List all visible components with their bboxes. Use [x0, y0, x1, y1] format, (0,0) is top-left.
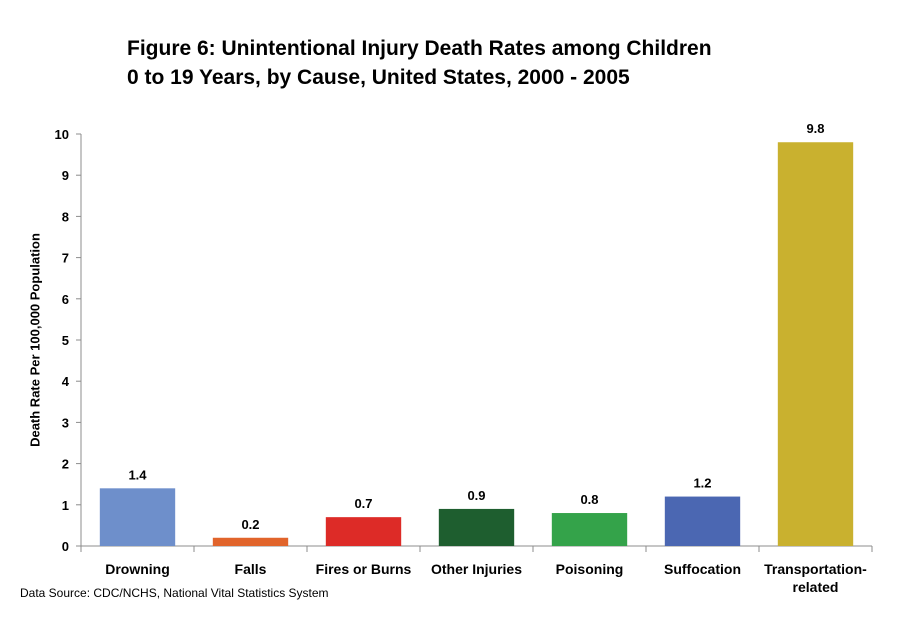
data-label: 1.4 [128, 467, 147, 482]
category-label: Transportation-related [764, 561, 867, 595]
category-label-line: related [793, 579, 839, 595]
category-label: Suffocation [664, 561, 741, 577]
data-source-note: Data Source: CDC/NCHS, National Vital St… [20, 586, 329, 600]
bar-1 [212, 537, 289, 546]
category-label-line: Transportation- [764, 561, 867, 577]
bar-5 [664, 496, 741, 546]
y-tick-label: 7 [62, 251, 69, 266]
category-label: Poisoning [556, 561, 624, 577]
y-tick-label: 9 [62, 168, 69, 183]
bar-0 [99, 488, 176, 546]
y-tick-label: 4 [62, 374, 70, 389]
data-label: 0.8 [580, 492, 598, 507]
category-label-line: Drowning [105, 561, 170, 577]
category-label-line: Poisoning [556, 561, 624, 577]
chart-title-line-2: 0 to 19 Years, by Cause, United States, … [127, 66, 630, 89]
y-tick-label: 1 [62, 498, 69, 513]
y-tick-label: 6 [62, 292, 69, 307]
y-tick-label: 0 [62, 539, 69, 554]
y-tick-label: 10 [55, 127, 69, 142]
bar-6 [777, 142, 854, 547]
y-tick-label: 5 [62, 333, 69, 348]
category-label: Fires or Burns [316, 561, 412, 577]
bar-2 [325, 517, 402, 546]
y-tick-label: 3 [62, 415, 69, 430]
data-label: 9.8 [806, 121, 824, 136]
category-label: Falls [235, 561, 267, 577]
category-label: Drowning [105, 561, 170, 577]
bar-3 [438, 508, 515, 546]
chart-title: Figure 6: Unintentional Injury Death Rat… [127, 34, 887, 92]
category-label-line: Falls [235, 561, 267, 577]
category-label-line: Other Injuries [431, 561, 522, 577]
category-label: Other Injuries [431, 561, 522, 577]
chart-title-line-1: Figure 6: Unintentional Injury Death Rat… [127, 37, 712, 60]
category-label-line: Suffocation [664, 561, 741, 577]
data-label: 0.2 [241, 517, 259, 532]
y-tick-label: 8 [62, 209, 69, 224]
category-label-line: Fires or Burns [316, 561, 412, 577]
data-label: 0.9 [467, 488, 485, 503]
bar-4 [551, 513, 628, 546]
data-label: 0.7 [354, 496, 372, 511]
data-label: 1.2 [693, 476, 711, 491]
y-tick-label: 2 [62, 457, 69, 472]
